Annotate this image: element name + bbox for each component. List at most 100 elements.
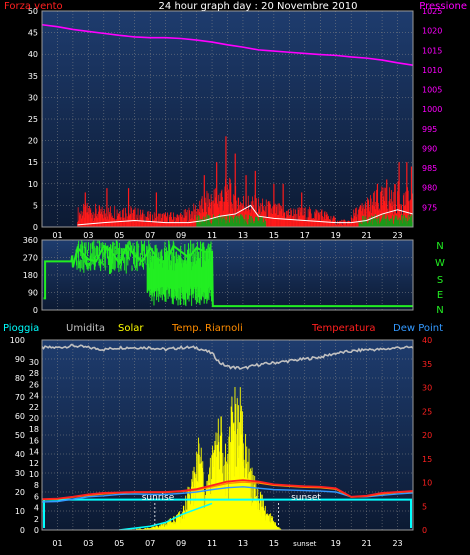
chart-marks	[42, 23, 413, 530]
y-tick-rain: 28	[29, 369, 39, 378]
y-tick-rain: 0	[34, 526, 39, 535]
x-tick-top: 07	[145, 231, 155, 240]
rain-rise-line	[119, 502, 213, 530]
header-left-label: Forza vento	[4, 1, 63, 12]
compass-n-top: N	[436, 241, 443, 252]
x-tick-bottom: 15	[269, 539, 279, 548]
y-tick-wind: 20	[28, 137, 38, 146]
y-tick-rain: 2	[34, 515, 39, 524]
y-tick-direction: 0	[33, 306, 38, 315]
y-tick-rain: 26	[29, 380, 39, 389]
y-tick-wind: 30	[28, 93, 38, 102]
y-tick-rain: 10	[29, 470, 39, 479]
y-tick-humidity: 90	[15, 355, 25, 364]
y-tick-direction: 360	[23, 236, 38, 245]
x-tick-top: 23	[392, 231, 402, 240]
direction-plot	[43, 240, 413, 308]
x-tick-top: 09	[176, 231, 186, 240]
x-tick-bottom-sunset: sunset	[293, 540, 316, 548]
x-tick-bottom: 19	[331, 539, 341, 548]
y-tick-wind: 15	[28, 158, 38, 167]
legend-indoor: Temp. Riarnoli	[171, 323, 243, 334]
compass-e: E	[437, 290, 443, 301]
x-tick-bottom: 01	[52, 539, 62, 548]
panel-temp-frame	[41, 339, 414, 531]
legend-temperature: Temperatura	[311, 323, 376, 334]
sunset-label: sunset	[291, 493, 321, 503]
x-tick-bottom: 21	[362, 539, 372, 548]
y-tick-pressure: 1010	[422, 66, 442, 75]
y-tick-wind: 45	[28, 29, 38, 38]
compass-s: S	[437, 275, 443, 286]
wind-pressure-plot	[42, 23, 413, 227]
y-tick-temperature: 35	[422, 360, 432, 369]
legend-rain: Pioggia	[3, 323, 39, 334]
y-tick-rain: 12	[29, 459, 39, 468]
y-tick-wind: 10	[28, 180, 38, 189]
y-tick-temperature: 40	[422, 336, 432, 345]
y-tick-pressure: 1025	[422, 7, 442, 16]
y-tick-pressure: 1005	[422, 86, 442, 95]
y-tick-humidity: 80	[15, 374, 25, 383]
panel-frames	[41, 10, 414, 531]
y-tick-wind: 5	[33, 201, 38, 210]
y-tick-direction: 180	[23, 271, 38, 280]
y-tick-temperature: 30	[422, 384, 432, 393]
y-tick-humidity: 0	[20, 526, 25, 535]
x-tick-top: 15	[269, 231, 279, 240]
y-tick-humidity: 30	[15, 469, 25, 478]
y-tick-rain: 24	[29, 392, 39, 401]
y-tick-temperature: 20	[422, 431, 432, 440]
y-tick-humidity: 50	[15, 431, 25, 440]
y-tick-humidity: 20	[15, 488, 25, 497]
x-tick-top: 13	[238, 231, 248, 240]
sunrise-label: sunrise	[142, 493, 175, 503]
pressure-line	[42, 23, 413, 66]
rain-line	[43, 498, 412, 528]
x-tick-top: 01	[52, 231, 62, 240]
x-tick-top: 03	[83, 231, 93, 240]
x-tick-top: 11	[207, 231, 217, 240]
legend-solar: Solar	[118, 323, 144, 334]
temp-plot	[42, 343, 413, 530]
panel-wind-frame	[41, 10, 414, 228]
header-right-label: Pressione	[419, 1, 467, 12]
y-tick-rain: 30	[29, 358, 39, 367]
y-tick-humidity: 60	[15, 412, 25, 421]
legend-dew: Dew Point	[393, 323, 443, 334]
axis-labels: 0510152025303540455097598098599099510001…	[10, 7, 443, 548]
legend-humidity: Umidita	[66, 323, 105, 334]
y-tick-rain: 4	[34, 504, 39, 513]
y-tick-temperature: 10	[422, 479, 432, 488]
y-tick-humidity: 10	[15, 507, 25, 516]
y-tick-pressure: 985	[422, 164, 437, 173]
y-tick-temperature: 25	[422, 407, 432, 416]
x-tick-bottom: 11	[207, 539, 217, 548]
header-title: 24 hour graph day : 20 Novembre 2010	[159, 1, 358, 12]
temperature-line	[42, 479, 413, 501]
y-tick-rain: 8	[34, 481, 39, 490]
y-tick-rain: 20	[29, 414, 39, 423]
y-tick-humidity: 70	[15, 393, 25, 402]
panel-direction-frame	[41, 239, 414, 311]
y-tick-wind: 50	[28, 7, 38, 16]
y-tick-rain: 22	[29, 403, 39, 412]
x-tick-bottom: 09	[176, 539, 186, 548]
y-tick-rain: 16	[29, 436, 39, 445]
y-tick-pressure: 990	[422, 144, 437, 153]
y-tick-pressure: 1015	[422, 46, 442, 55]
x-tick-top: 21	[362, 231, 372, 240]
y-tick-direction: 90	[28, 289, 38, 298]
y-tick-pressure: 980	[422, 184, 437, 193]
y-tick-pressure: 1000	[422, 105, 442, 114]
y-tick-wind: 35	[28, 72, 38, 81]
y-tick-wind: 40	[28, 50, 38, 59]
x-tick-top: 05	[114, 231, 124, 240]
y-tick-temperature: 0	[422, 526, 427, 535]
y-tick-direction: 270	[23, 254, 38, 263]
x-tick-bottom: 05	[114, 539, 124, 548]
y-tick-rain: 18	[29, 425, 39, 434]
y-tick-pressure: 975	[422, 203, 437, 212]
compass-w: W	[435, 258, 445, 269]
x-tick-bottom: 13	[238, 539, 248, 548]
